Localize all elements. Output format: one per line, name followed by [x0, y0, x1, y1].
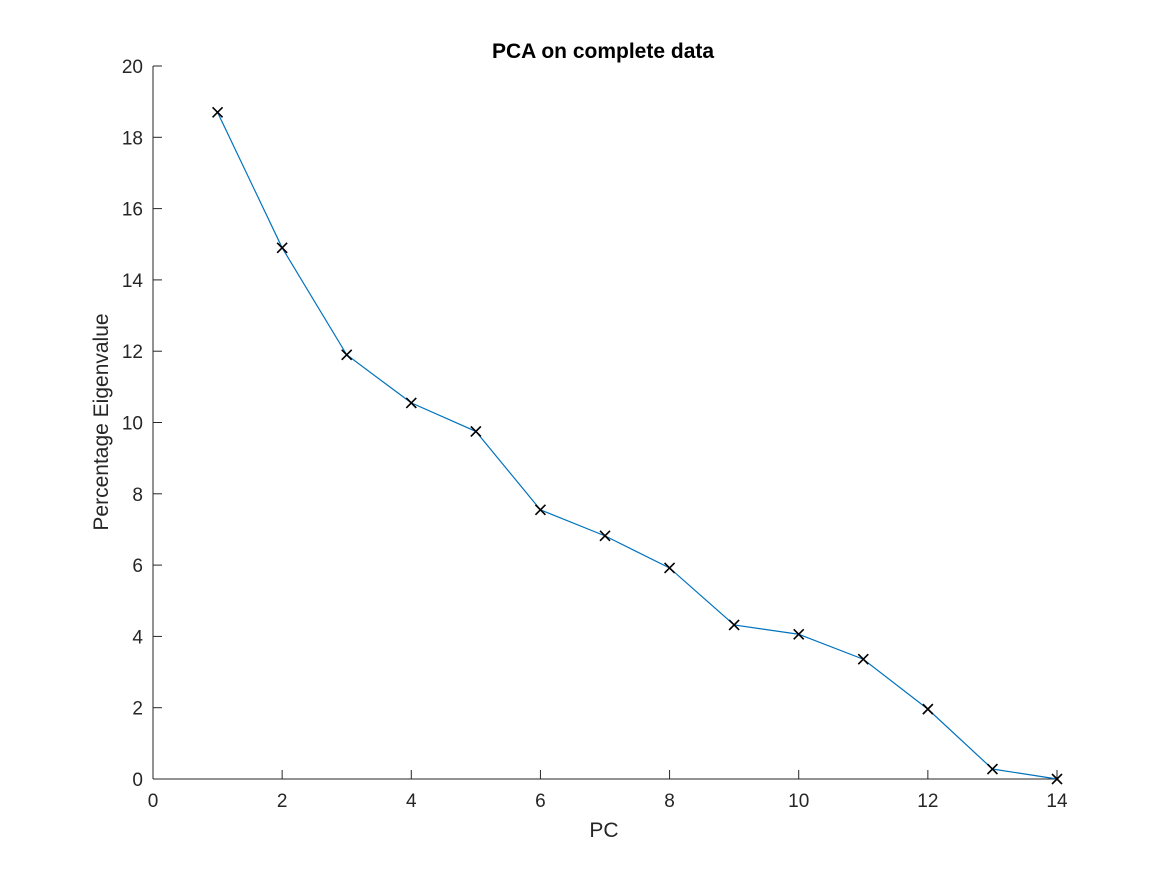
y-tick-label: 8 — [132, 485, 143, 506]
series-layer — [212, 106, 1063, 785]
data-point-marker — [276, 242, 288, 254]
y-tick-label: 4 — [132, 627, 143, 648]
marker-stroke — [793, 628, 805, 640]
marker-stroke — [728, 619, 740, 631]
marker-stroke — [470, 425, 482, 437]
data-point-marker — [986, 763, 998, 775]
marker-stroke — [922, 703, 934, 715]
marker-stroke — [599, 530, 611, 542]
marker-stroke — [664, 562, 676, 574]
data-point-marker — [922, 703, 934, 715]
data-point-marker — [470, 425, 482, 437]
y-axis-label: Percentage Eigenvalue — [90, 313, 113, 530]
x-tick-label: 0 — [148, 791, 159, 812]
series-line — [217, 112, 1058, 780]
x-tick-label: 14 — [1046, 791, 1068, 812]
chart-title: PCA on complete data — [492, 40, 714, 63]
data-point-marker — [857, 653, 869, 665]
data-point-marker — [1051, 773, 1063, 785]
y-tick-label: 18 — [122, 128, 143, 149]
data-point-marker — [212, 106, 224, 118]
marker-stroke — [276, 242, 288, 254]
x-axis-label: PC — [589, 819, 618, 842]
x-tick-label: 6 — [535, 791, 546, 812]
axes: 0 2 4 6 8 10 12 14 0 2 4 6 8 10 12 14 16 18 20 — [122, 57, 1068, 812]
y-tick-label: 0 — [132, 770, 143, 791]
marker-stroke — [1051, 773, 1063, 785]
data-point-marker — [341, 349, 353, 361]
y-tick-label: 16 — [122, 200, 143, 221]
y-tick-label: 6 — [132, 556, 143, 577]
marker-stroke — [986, 763, 998, 775]
y-tick-label: 2 — [132, 699, 143, 720]
x-tick-label: 4 — [406, 791, 417, 812]
y-tick-label: 12 — [122, 342, 143, 363]
y-tick-label: 14 — [122, 271, 144, 292]
marker-stroke — [534, 504, 546, 516]
data-point-marker — [534, 504, 546, 516]
y-tick-label: 20 — [122, 57, 143, 78]
data-point-marker — [405, 397, 417, 409]
data-point-marker — [728, 619, 740, 631]
x-tick-label: 10 — [788, 791, 809, 812]
x-tick-label: 2 — [277, 791, 288, 812]
y-tick-label: 10 — [122, 414, 143, 435]
data-point-marker — [664, 562, 676, 574]
marker-stroke — [405, 397, 417, 409]
x-tick-label: 12 — [917, 791, 938, 812]
marker-stroke — [341, 349, 353, 361]
marker-stroke — [212, 106, 224, 118]
marker-stroke — [857, 653, 869, 665]
data-point-marker — [793, 628, 805, 640]
data-point-marker — [599, 530, 611, 542]
x-tick-label: 8 — [664, 791, 675, 812]
